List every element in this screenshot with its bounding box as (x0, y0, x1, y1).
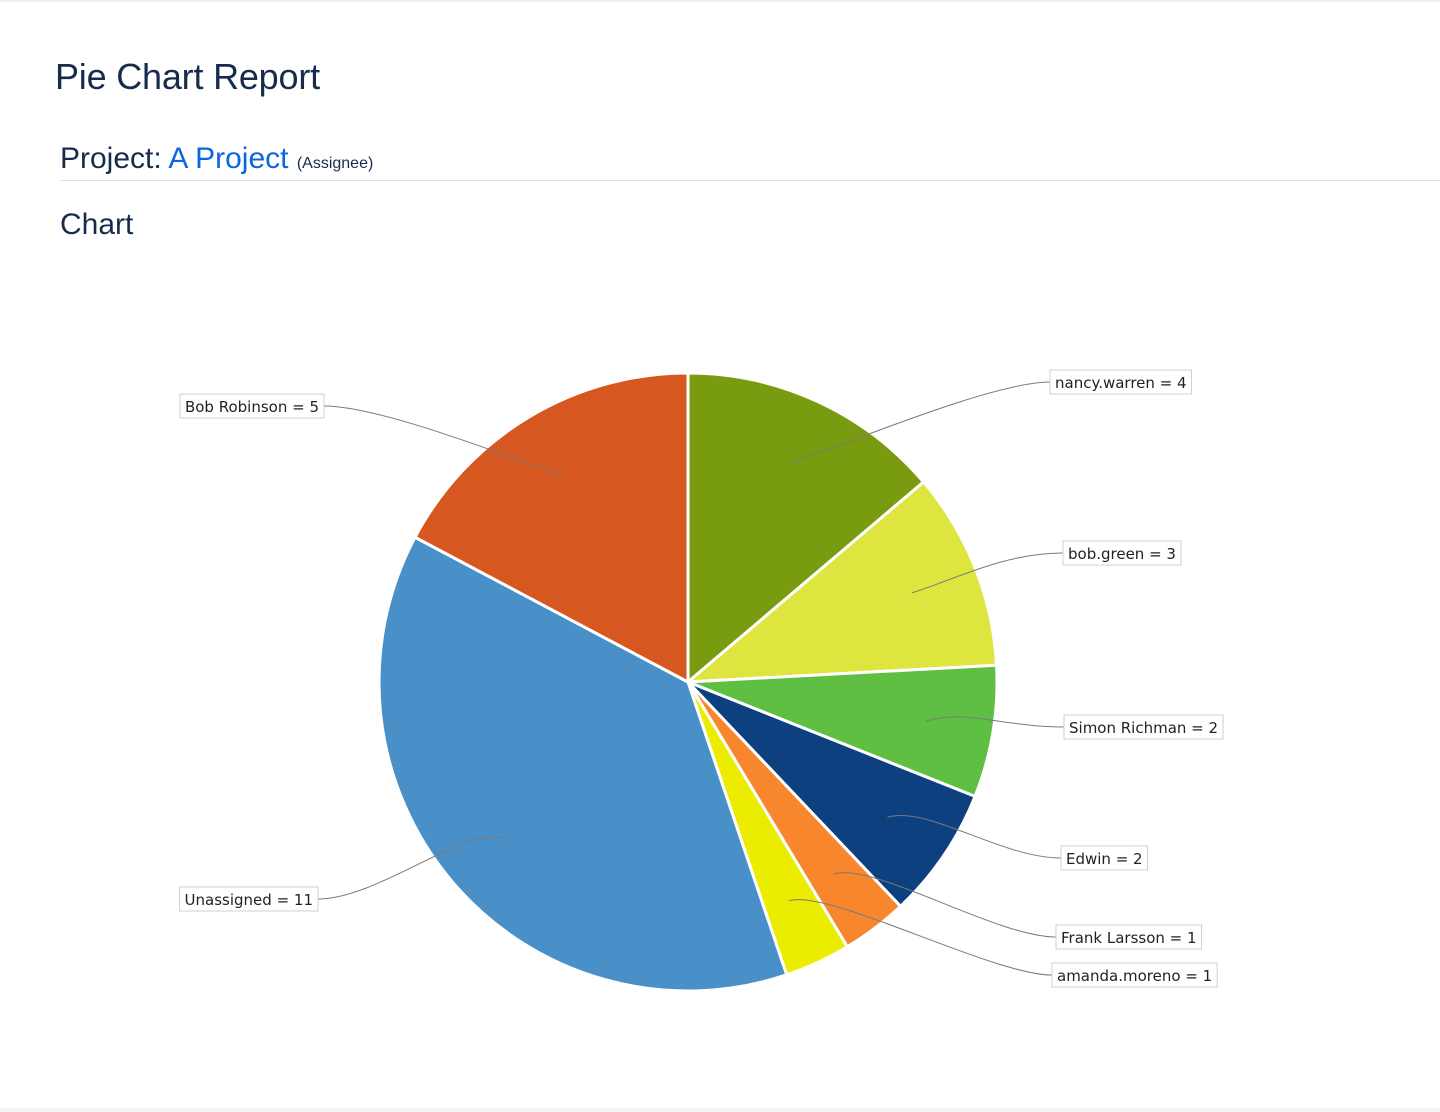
slice-label-text: bob.green = 3 (1068, 545, 1176, 563)
leader-line-simon-richman (925, 716, 1065, 728)
slice-label-bob-robinson: Bob Robinson = 5 (179, 393, 325, 419)
pie-slice-edwin[interactable] (686, 680, 977, 908)
slice-label-text: Edwin = 2 (1066, 850, 1143, 868)
statistic-type: (Assignee) (296, 155, 374, 172)
pie-slice-simon-richman[interactable] (686, 663, 999, 798)
slice-label-box (1055, 924, 1203, 950)
slice-label-text: Frank Larsson = 1 (1061, 929, 1197, 947)
project-prefix: Project: (60, 142, 162, 175)
slice-label-box (1049, 369, 1193, 395)
slice-label-amanda-moreno: amanda.moreno = 1 (1051, 962, 1218, 988)
slice-label-box (1051, 962, 1218, 988)
slice-label-edwin: Edwin = 2 (1060, 845, 1149, 871)
pie-slice-nancy-warren[interactable] (686, 371, 926, 684)
slice-label-box (179, 886, 319, 912)
slice-label-unassigned: Unassigned = 11 (179, 886, 319, 912)
page-title: Pie Chart Report (55, 56, 320, 97)
slice-label-bob-green: bob.green = 3 (1062, 540, 1182, 566)
slice-label-text: nancy.warren = 4 (1055, 374, 1187, 392)
slice-label-simon-richman: Simon Richman = 2 (1063, 714, 1224, 740)
slice-label-frank-larsson: Frank Larsson = 1 (1055, 924, 1203, 950)
heading-divider (60, 180, 1440, 181)
bottom-border (0, 1108, 1440, 1112)
slice-label-box (1062, 540, 1182, 566)
leader-line-amanda-moreno (789, 899, 1053, 976)
top-border (0, 0, 1440, 2)
leader-line-edwin (887, 815, 1062, 859)
leader-line-unassigned (317, 836, 505, 900)
slice-label-box (1063, 714, 1224, 740)
slice-labels: nancy.warren = 4 bob.green = 3 Simon Richm… (179, 369, 1224, 988)
slice-label-text: Unassigned = 11 (185, 891, 313, 909)
slice-label-box (1060, 845, 1149, 871)
leader-line-bob-robinson (323, 405, 564, 476)
pie-slice-unassigned[interactable] (377, 535, 789, 993)
slice-label-text: Simon Richman = 2 (1069, 719, 1218, 737)
project-link[interactable]: A Project (168, 142, 289, 175)
pie-slice-bob-green[interactable] (686, 480, 999, 684)
leader-lines (317, 381, 1065, 976)
leader-line-nancy-warren (789, 381, 1051, 464)
chart-section-title: Chart (60, 208, 134, 241)
slice-label-text: amanda.moreno = 1 (1057, 967, 1212, 985)
leader-line-bob-green (911, 552, 1064, 594)
slice-label-box (179, 393, 325, 419)
slice-label-text: Bob Robinson = 5 (185, 398, 319, 416)
slice-label-nancy-warren: nancy.warren = 4 (1049, 369, 1193, 395)
project-heading: Project: A Project (Assignee) (60, 142, 373, 176)
pie-slices (377, 371, 999, 993)
leader-line-frank-larsson (833, 872, 1057, 938)
pie-slice-bob-robinson[interactable] (413, 371, 690, 684)
